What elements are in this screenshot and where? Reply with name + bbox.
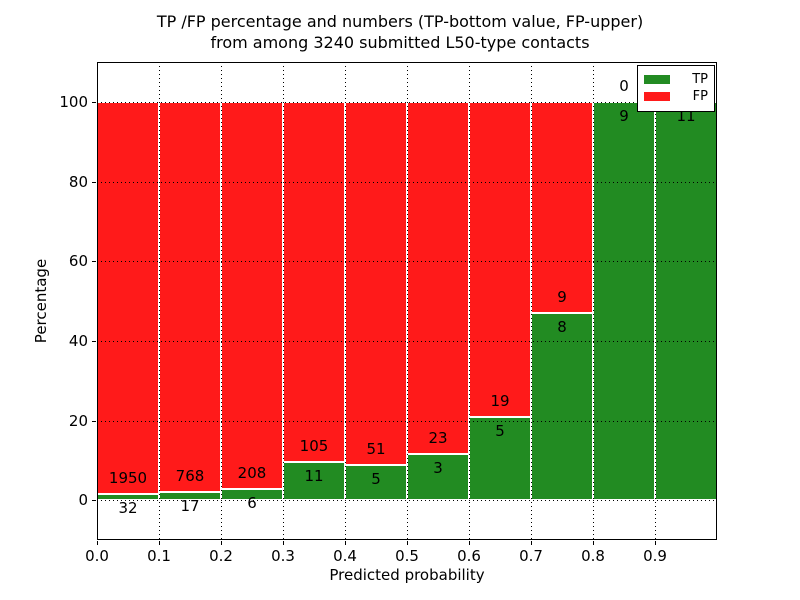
x-tick-label: 0.6 <box>457 547 481 565</box>
x-tick-mark <box>159 541 160 545</box>
x-tick-label: 0.7 <box>519 547 543 565</box>
horizontal-gridline <box>97 420 717 422</box>
tp-legend-swatch <box>644 75 670 84</box>
horizontal-gridline <box>97 500 717 502</box>
x-tick-label: 0.2 <box>209 547 233 565</box>
plot-area: TP FP 1950327681720861051151523319598090… <box>97 62 717 540</box>
horizontal-gridline <box>97 101 717 103</box>
x-tick-mark <box>407 541 408 545</box>
fp-bar-segment <box>345 101 407 465</box>
y-tick-mark <box>92 420 96 422</box>
tp-bar-segment <box>593 101 655 501</box>
y-tick-label: 40 <box>68 331 88 350</box>
x-tick-label: 0.8 <box>581 547 605 565</box>
vertical-gridline <box>221 62 222 540</box>
fp-count-label: 19 <box>490 392 510 411</box>
y-axis-title: Percentage <box>32 258 50 344</box>
fp-bar-segment <box>283 101 345 463</box>
tp-count-label: 11 <box>304 467 324 486</box>
vertical-gridline <box>593 62 594 540</box>
tp-count-label: 17 <box>180 496 200 515</box>
y-tick-mark <box>92 261 96 263</box>
vertical-gridline <box>345 62 346 540</box>
tp-legend-label: TP <box>692 72 708 87</box>
y-tick-label: 20 <box>68 411 88 430</box>
x-tick-label: 0.4 <box>333 547 357 565</box>
fp-count-label: 23 <box>428 429 448 448</box>
x-axis-title: Predicted probability <box>329 566 485 584</box>
tp-count-label: 8 <box>557 317 567 336</box>
horizontal-gridline <box>97 261 717 263</box>
vertical-gridline <box>283 62 284 540</box>
x-tick-label: 0.1 <box>147 547 171 565</box>
vertical-gridline <box>531 62 532 540</box>
fp-count-label: 768 <box>175 466 205 485</box>
x-tick-mark <box>593 541 594 545</box>
y-tick-mark <box>92 101 96 103</box>
tp-bar-segment <box>407 454 469 501</box>
y-tick-label: 0 <box>78 491 88 510</box>
tp-count-label: 5 <box>495 422 505 441</box>
y-tick-label: 100 <box>59 92 88 111</box>
x-tick-label: 0.3 <box>271 547 295 565</box>
fp-bar-segment <box>97 101 159 494</box>
fp-bar-segment <box>221 101 283 489</box>
x-tick-mark <box>283 541 284 545</box>
y-tick-label: 80 <box>68 172 88 191</box>
x-tick-label: 0.9 <box>643 547 667 565</box>
fp-count-label: 51 <box>366 439 386 458</box>
fp-bar-segment <box>469 101 531 418</box>
x-tick-label: 0.0 <box>85 547 109 565</box>
tp-bar-segment <box>345 464 407 501</box>
fp-count-label: 208 <box>237 464 267 482</box>
y-tick-mark <box>92 500 96 502</box>
vertical-gridline <box>159 62 160 540</box>
fp-bar-segment <box>159 101 221 492</box>
vertical-gridline <box>469 62 470 540</box>
vertical-gridline <box>407 62 408 540</box>
x-tick-mark <box>97 541 98 545</box>
fp-count-label: 1950 <box>108 468 148 487</box>
tp-count-label: 32 <box>118 498 138 517</box>
horizontal-gridline <box>97 181 717 183</box>
tp-count-label: 3 <box>433 459 443 478</box>
legend: TP FP <box>637 65 715 112</box>
fp-count-label: 105 <box>299 437 329 456</box>
fp-bar-segment <box>407 101 469 455</box>
fp-count-label: 9 <box>557 287 567 306</box>
tp-count-label: 5 <box>371 469 381 488</box>
fp-legend-label: FP <box>692 89 708 104</box>
horizontal-gridline <box>97 340 717 342</box>
chart-title-line1: TP /FP percentage and numbers (TP-bottom… <box>156 12 644 31</box>
x-tick-mark <box>469 541 470 545</box>
fp-count-label: 0 <box>619 76 629 95</box>
y-tick-mark <box>92 181 96 183</box>
legend-entry-tp: TP <box>644 71 708 88</box>
tp-bar-segment <box>283 462 345 501</box>
x-tick-mark <box>221 541 222 545</box>
chart-title: TP /FP percentage and numbers (TP-bottom… <box>90 11 710 53</box>
vertical-gridline <box>655 62 656 540</box>
legend-entry-fp: FP <box>644 88 708 105</box>
tp-count-label: 9 <box>619 106 629 125</box>
tp-bar-segment <box>655 101 717 501</box>
x-tick-mark <box>655 541 656 545</box>
tp-bar-segment <box>531 312 593 501</box>
y-tick-mark <box>92 340 96 342</box>
tp-bar-segment <box>469 417 531 501</box>
fp-bar-segment <box>531 101 593 313</box>
x-tick-label: 0.5 <box>395 547 419 565</box>
x-tick-mark <box>345 541 346 545</box>
tp-count-label: 6 <box>247 494 257 512</box>
chart-title-line2: from among 3240 submitted L50-type conta… <box>210 33 590 52</box>
fp-legend-swatch <box>644 92 670 101</box>
x-tick-mark <box>531 541 532 545</box>
y-tick-label: 60 <box>68 252 88 271</box>
